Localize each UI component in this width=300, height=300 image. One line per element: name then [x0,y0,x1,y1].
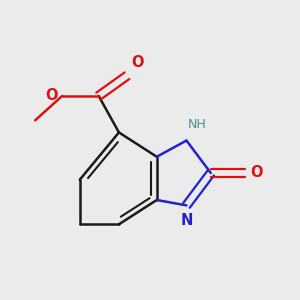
Text: O: O [250,166,262,181]
Text: NH: NH [188,118,207,131]
Text: N: N [180,214,193,229]
Text: O: O [46,88,58,104]
Text: O: O [131,55,144,70]
